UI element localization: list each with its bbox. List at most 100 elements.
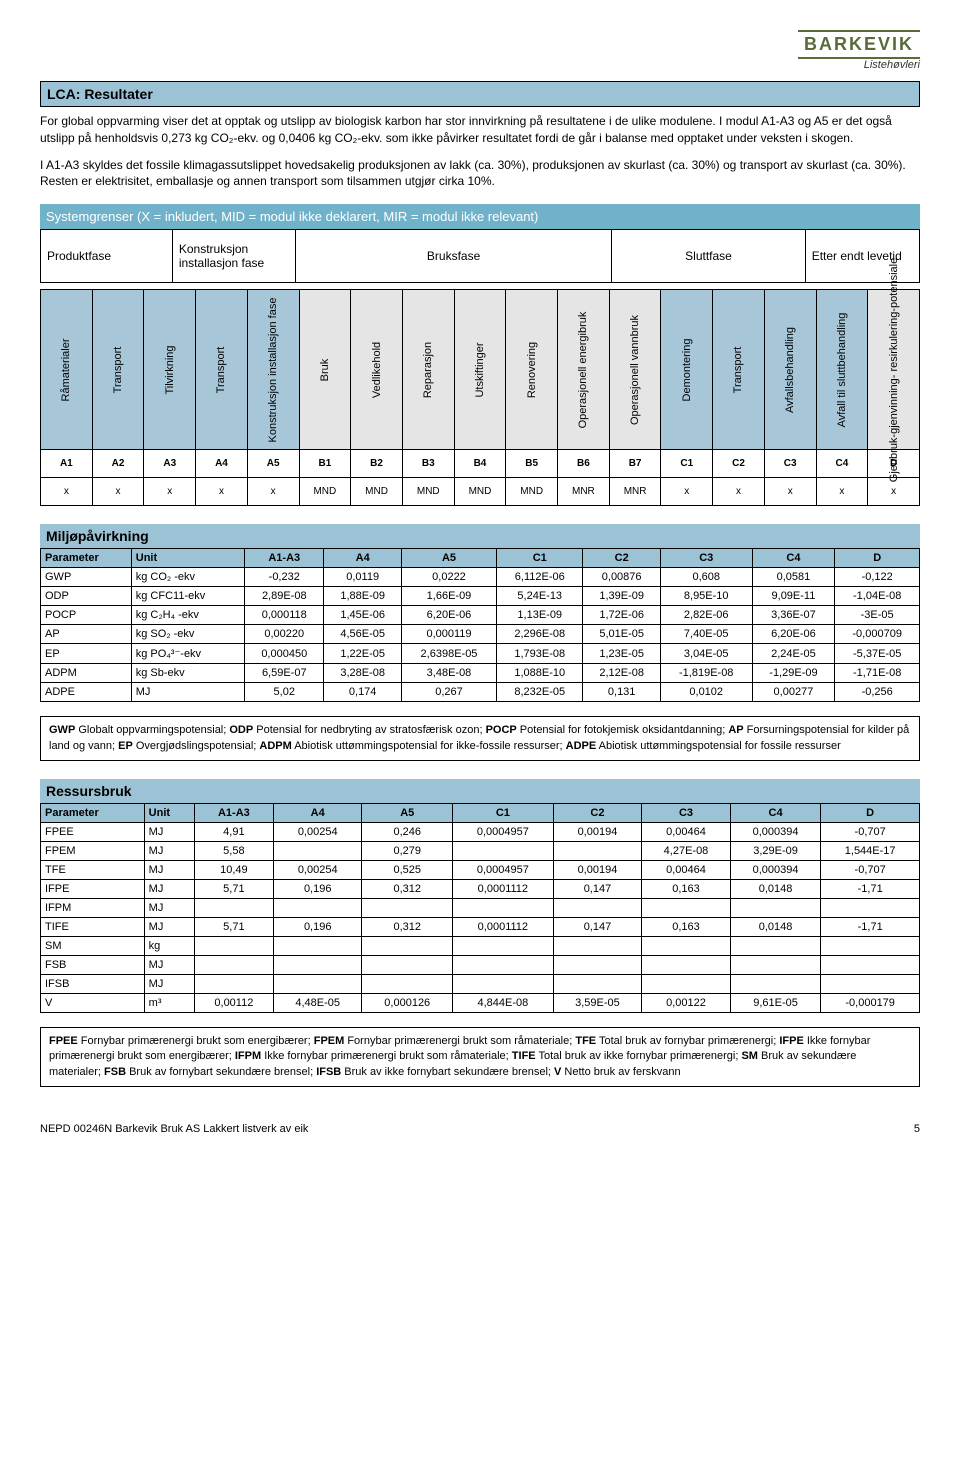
- gloss-adpe-b: ADPE: [566, 740, 597, 752]
- g-fpem-b: FPEM: [314, 1035, 345, 1047]
- gloss-odp-b: ODP: [229, 724, 253, 736]
- table-cell: 0,196: [273, 879, 362, 898]
- stage-label-B1: Bruk: [299, 290, 351, 450]
- stage-label-A4: Transport: [196, 290, 248, 450]
- phase-table: Produktfase Konstruksjon installasjon fa…: [40, 229, 920, 283]
- table-cell: FSB: [41, 955, 145, 974]
- table-cell: 0,00194: [553, 860, 642, 879]
- g-fsb-b: FSB: [104, 1066, 126, 1078]
- stage-code: C2: [713, 450, 765, 478]
- table-cell: 1,72E-06: [583, 606, 661, 625]
- lca-heading: LCA: Resultater: [40, 81, 920, 107]
- col-header: C4: [752, 549, 835, 568]
- table-cell: IFPE: [41, 879, 145, 898]
- table-cell: [362, 936, 453, 955]
- gloss-ep-b: EP: [118, 740, 133, 752]
- stage-label-A5: Konstruksjon installasjon fase: [247, 290, 299, 450]
- ress-table: ParameterUnitA1-A3A4A5C1C2C3C4DFPEEMJ4,9…: [40, 803, 920, 1013]
- table-cell: -1,29E-09: [752, 664, 835, 683]
- col-header: A1-A3: [245, 549, 324, 568]
- table-cell: 5,71: [194, 917, 273, 936]
- table-cell: -0,122: [835, 568, 920, 587]
- table-cell: kg CO₂ -ekv: [131, 568, 244, 587]
- table-cell: IFPM: [41, 898, 145, 917]
- table-cell: MJ: [144, 879, 194, 898]
- g-tife: Total bruk av ikke fornybar primærenergi…: [536, 1050, 742, 1062]
- gloss-odp: Potensial for nedbryting av stratosfæris…: [253, 724, 485, 736]
- table-cell: FPEE: [41, 822, 145, 841]
- stage-label-A3: Tilvirkning: [144, 290, 196, 450]
- stage-code: A1: [41, 450, 93, 478]
- stage-val: x: [196, 478, 248, 506]
- table-cell: AP: [41, 625, 132, 644]
- table-cell: 4,27E-08: [642, 841, 731, 860]
- g-fpee: Fornybar primærenergi brukt som energibæ…: [78, 1035, 314, 1047]
- table-cell: [453, 841, 554, 860]
- table-cell: 0,00254: [273, 860, 362, 879]
- stage-val: x: [713, 478, 765, 506]
- table-cell: 8,95E-10: [660, 587, 752, 606]
- table-cell: 1,39E-09: [583, 587, 661, 606]
- table-cell: TFE: [41, 860, 145, 879]
- table-cell: 2,6398E-05: [401, 644, 496, 664]
- col-header: Parameter: [41, 803, 145, 822]
- col-header: Unit: [131, 549, 244, 568]
- g-ifpm-b: IFPM: [235, 1050, 261, 1062]
- table-cell: kg PO₄³⁻-ekv: [131, 644, 244, 664]
- table-cell: 1,88E-09: [324, 587, 402, 606]
- stage-table: RåmaterialerTransportTilvirkningTranspor…: [40, 289, 920, 506]
- table-cell: 0,312: [362, 879, 453, 898]
- table-cell: EP: [41, 644, 132, 664]
- table-cell: 0,000394: [730, 822, 821, 841]
- table-cell: 0,0148: [730, 917, 821, 936]
- g-tife-b: TIFE: [512, 1050, 536, 1062]
- table-cell: -0,000709: [835, 625, 920, 644]
- stage-label-B5: Renovering: [506, 290, 558, 450]
- stage-val: MNR: [558, 478, 610, 506]
- table-cell: 2,12E-08: [583, 664, 661, 683]
- stage-code: B7: [609, 450, 661, 478]
- table-cell: 5,71: [194, 879, 273, 898]
- gloss-gwp-b: GWP: [49, 724, 75, 736]
- table-cell: 5,58: [194, 841, 273, 860]
- table-cell: [362, 898, 453, 917]
- table-cell: 5,02: [245, 683, 324, 702]
- table-cell: 4,56E-05: [324, 625, 402, 644]
- table-cell: MJ: [144, 955, 194, 974]
- table-cell: 0,00464: [642, 822, 731, 841]
- stage-val: MND: [299, 478, 351, 506]
- gloss-adpm: Abiotisk uttømmingspotensial for ikke-fo…: [292, 740, 566, 752]
- col-header: Unit: [144, 803, 194, 822]
- table-cell: -1,71: [821, 879, 920, 898]
- table-cell: [553, 974, 642, 993]
- stage-code: B3: [402, 450, 454, 478]
- stage-val: MNR: [609, 478, 661, 506]
- table-cell: 5,24E-13: [497, 587, 583, 606]
- table-cell: [273, 898, 362, 917]
- table-cell: 10,49: [194, 860, 273, 879]
- col-header: C3: [642, 803, 731, 822]
- g-fpee-b: FPEE: [49, 1035, 78, 1047]
- table-cell: 2,82E-06: [660, 606, 752, 625]
- table-cell: -0,000179: [821, 993, 920, 1012]
- table-cell: 0,196: [273, 917, 362, 936]
- stage-val: x: [144, 478, 196, 506]
- table-cell: 0,246: [362, 822, 453, 841]
- table-cell: [194, 955, 273, 974]
- table-cell: 2,24E-05: [752, 644, 835, 664]
- table-cell: 0,000118: [245, 606, 324, 625]
- table-cell: 0,00464: [642, 860, 731, 879]
- stage-code: A2: [92, 450, 144, 478]
- table-cell: 0,0004957: [453, 822, 554, 841]
- table-cell: 0,00254: [273, 822, 362, 841]
- table-cell: 0,0102: [660, 683, 752, 702]
- stage-label-D: Gjenbruk-gjenvinning- resirkulering-pote…: [868, 290, 920, 450]
- table-cell: 3,04E-05: [660, 644, 752, 664]
- table-cell: POCP: [41, 606, 132, 625]
- g-ifpe-b: IFPE: [779, 1035, 803, 1047]
- table-cell: -1,71E-08: [835, 664, 920, 683]
- table-cell: 0,0119: [324, 568, 402, 587]
- table-cell: 6,20E-06: [752, 625, 835, 644]
- table-cell: -1,71: [821, 917, 920, 936]
- table-cell: 0,000394: [730, 860, 821, 879]
